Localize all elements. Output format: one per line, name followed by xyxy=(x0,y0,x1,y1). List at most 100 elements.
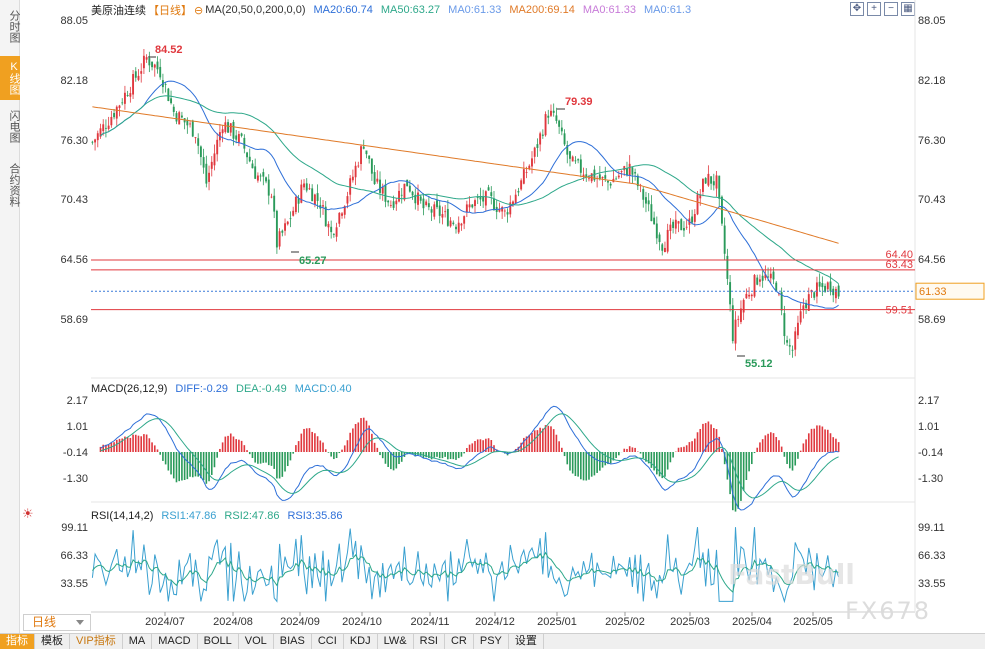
macd-tick-left: 2.17 xyxy=(67,395,88,407)
bottom-tab-1[interactable]: 模板 xyxy=(35,634,70,649)
candle-body xyxy=(739,308,742,322)
candle-body xyxy=(104,127,107,129)
candle-body xyxy=(316,193,319,201)
candle-body xyxy=(628,163,631,176)
bottom-tab-6[interactable]: VOL xyxy=(239,634,274,649)
candle-body xyxy=(479,196,482,200)
price-tick-left: 58.69 xyxy=(60,314,88,326)
candle-body xyxy=(346,196,349,204)
candle-body xyxy=(140,71,143,74)
bottom-tab-9[interactable]: KDJ xyxy=(344,634,378,649)
ma50-line xyxy=(100,95,839,285)
ma20-line xyxy=(100,80,839,309)
candle-body xyxy=(460,223,463,226)
candle-body xyxy=(539,133,542,145)
candle-body xyxy=(142,55,145,69)
bottom-tab-12[interactable]: CR xyxy=(445,634,474,649)
candle-body xyxy=(788,345,791,347)
bottom-tab-7[interactable]: BIAS xyxy=(274,634,312,649)
bottom-tab-13[interactable]: PSY xyxy=(474,634,509,649)
macd-tick-right: -1.30 xyxy=(918,473,943,485)
symbol-name: 美原油连续 xyxy=(91,5,146,17)
candle-body xyxy=(199,146,202,158)
price-tick-right: 64.56 xyxy=(918,254,946,266)
bottom-tab-0[interactable]: 指标 xyxy=(0,634,35,649)
minus-icon[interactable]: − xyxy=(884,2,898,16)
candle-body xyxy=(300,184,303,203)
candle-body xyxy=(270,196,273,198)
period-selector[interactable]: 日线 xyxy=(23,614,91,631)
macd-tick-left: -1.30 xyxy=(63,473,88,485)
tab-contract-info[interactable]: 合约资料 xyxy=(8,163,20,207)
candle-body xyxy=(115,106,118,119)
candle-body xyxy=(438,205,441,216)
candle-body xyxy=(818,281,821,287)
candle-body xyxy=(411,191,414,196)
candle-body xyxy=(278,231,281,247)
candle-body xyxy=(742,299,745,313)
candle-body xyxy=(137,75,140,80)
candle-body xyxy=(607,180,609,183)
bottom-tab-10[interactable]: LW& xyxy=(378,634,414,649)
x-tick-label: 2025/02 xyxy=(605,616,645,628)
bottom-tab-8[interactable]: CCI xyxy=(312,634,344,649)
period-label[interactable]: 【日线】 xyxy=(148,5,192,17)
tab-kline[interactable]: K线图 xyxy=(0,56,20,100)
candle-body xyxy=(826,282,829,290)
add-icon[interactable]: + xyxy=(867,2,881,16)
candle-body xyxy=(745,293,748,299)
x-tick-label: 2025/01 xyxy=(537,616,577,628)
macd-diff-line xyxy=(100,405,839,511)
bottom-tab-14[interactable]: 设置 xyxy=(509,634,544,649)
candle-body xyxy=(525,172,528,173)
candle-body xyxy=(758,279,761,282)
rsi-tick-right: 99.11 xyxy=(918,522,945,534)
candle-body xyxy=(623,166,626,171)
candle-body xyxy=(571,156,574,162)
bottom-tab-11[interactable]: RSI xyxy=(414,634,445,649)
candle-body xyxy=(642,189,645,200)
level-label: 64.40 xyxy=(885,249,913,261)
bottom-tab-4[interactable]: MACD xyxy=(152,634,198,649)
candle-body xyxy=(118,105,121,108)
candle-body xyxy=(636,175,639,187)
candle-body xyxy=(683,227,685,231)
candle-body xyxy=(829,281,832,292)
sun-icon[interactable]: ☀ xyxy=(22,506,34,521)
candle-body xyxy=(769,273,772,279)
candle-body xyxy=(289,218,292,220)
candle-body xyxy=(647,200,650,205)
macd-tick-left: -0.14 xyxy=(63,447,88,459)
tab-flash[interactable]: 闪电图 xyxy=(8,109,20,143)
settings-icon[interactable]: ⊖ xyxy=(194,4,204,17)
bottom-tab-3[interactable]: MA xyxy=(123,634,153,649)
candle-body xyxy=(113,113,116,118)
ma0-value-1: MA0:61.33 xyxy=(448,4,502,16)
price-annotations: 84.52 79.39 65.27 55.12 xyxy=(148,44,773,370)
candle-body xyxy=(620,171,623,173)
candle-body xyxy=(191,120,194,137)
tab-timeshare[interactable]: 分时图 xyxy=(8,9,20,43)
candle-body xyxy=(729,282,732,305)
candle-body xyxy=(579,159,582,173)
bottom-tab-5[interactable]: BOLL xyxy=(198,634,239,649)
price-tick-left: 70.43 xyxy=(60,194,88,206)
macd-legend: MACD(26,12,9) DIFF:-0.29 DEA:-0.49 MACD:… xyxy=(91,382,352,396)
price-tick-left: 88.05 xyxy=(60,15,88,27)
fullscreen-icon[interactable]: ✥ xyxy=(850,2,864,16)
candle-body xyxy=(148,58,151,66)
candle-body xyxy=(145,57,148,60)
candle-body xyxy=(484,191,487,206)
bottom-tab-2[interactable]: VIP指标 xyxy=(70,634,123,649)
candle-body xyxy=(403,183,406,200)
candle-body xyxy=(254,166,257,179)
candle-body xyxy=(373,172,376,185)
rsi2-value: RSI2:47.86 xyxy=(224,510,280,522)
candle-body xyxy=(476,197,479,199)
candle-body xyxy=(384,184,387,202)
level-label: 63.43 xyxy=(885,259,913,271)
candle-body xyxy=(235,135,238,140)
candle-body xyxy=(748,294,751,297)
candle-body xyxy=(588,178,590,180)
